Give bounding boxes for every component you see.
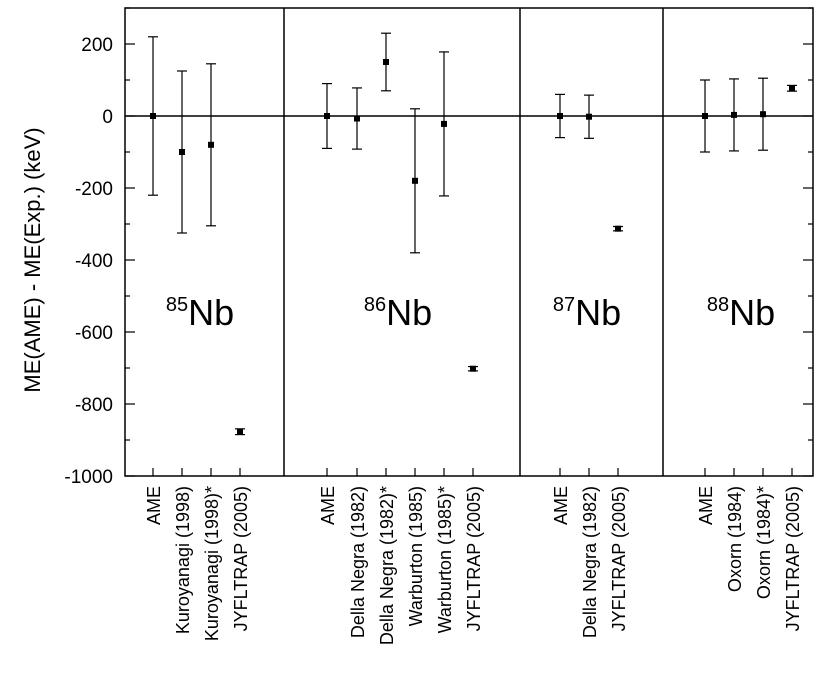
data-point	[179, 149, 185, 155]
data-point	[208, 141, 214, 148]
data-point	[237, 428, 243, 435]
category-label: Della Negra (1982)*	[377, 486, 397, 645]
category-label: AME	[144, 486, 164, 525]
panel-nuclide-label: 85Nb	[166, 292, 234, 333]
panel-86nb: 86Nb AME Della Negra (1982) Della Negra (19…	[318, 32, 484, 645]
nuclide-mass-number: 86	[364, 294, 386, 316]
category-label: Oxorn (1984)	[725, 486, 745, 592]
category-label: JYFLTRAP (2005)	[464, 486, 484, 631]
category-label: JYFLTRAP (2005)	[231, 486, 251, 631]
y-axis-label: ME(AME) - ME(Exp.) (keV)	[20, 127, 45, 392]
panel-88nb: 88Nb AME Oxorn (1984) Oxorn (1984)* JYFLTRAP…	[696, 77, 803, 631]
category-label: AME	[696, 486, 716, 525]
data-point	[150, 113, 156, 119]
category-label: AME	[551, 486, 571, 525]
category-label: JYFLTRAP (2005)	[609, 486, 629, 631]
data-point	[441, 120, 447, 127]
nuclide-symbol: Nb	[575, 292, 621, 333]
nuclide-mass-number: 88	[707, 294, 729, 316]
nuclide-mass-number: 85	[166, 294, 188, 316]
data-point	[702, 113, 708, 119]
data-point	[324, 113, 330, 119]
category-label: AME	[318, 486, 338, 525]
y-tick-label: -800	[75, 395, 113, 416]
y-axis: -1000 -800 -600 -400 -200 0 200	[64, 7, 813, 488]
y-tick-label: -200	[75, 179, 113, 200]
y-tick-label: -600	[75, 323, 113, 344]
category-label: Warburton (1985)	[406, 486, 426, 626]
category-label: JYFLTRAP (2005)	[783, 486, 803, 631]
nuclide-symbol: Nb	[729, 292, 775, 333]
panel-nuclide-label: 86Nb	[364, 292, 432, 333]
panel-nuclide-label: 87Nb	[553, 292, 621, 333]
data-point	[354, 115, 360, 122]
panel-87nb: 87Nb AME Della Negra (1982) JYFLTRAP (2005)	[551, 93, 629, 638]
nuclide-mass-number: 87	[553, 294, 575, 316]
category-label: Kuroyanagi (1998)	[173, 486, 193, 634]
data-point	[412, 177, 418, 184]
category-label: Kuroyanagi (1998)*	[202, 486, 222, 641]
nuclide-symbol: Nb	[188, 292, 234, 333]
y-tick-label: -400	[75, 251, 113, 272]
category-label: Warburton (1985)*	[435, 486, 455, 633]
data-point	[615, 225, 621, 232]
data-point	[789, 85, 795, 92]
plot-border	[124, 7, 814, 477]
data-point	[383, 59, 389, 65]
data-point	[586, 113, 592, 120]
category-label: Della Negra (1982)	[348, 486, 368, 638]
data-point	[731, 111, 737, 118]
plot-frame	[124, 7, 814, 477]
data-point	[470, 365, 476, 372]
panel-85nb: 85Nb AME Kuroyanagi (1998) Kuroyanagi (1998…	[144, 36, 251, 641]
y-tick-label: 0	[102, 107, 113, 128]
nuclide-symbol: Nb	[386, 292, 432, 333]
data-point	[557, 113, 563, 119]
y-tick-label: -1000	[64, 467, 113, 488]
panel-nuclide-label: 88Nb	[707, 292, 775, 333]
data-point	[760, 111, 766, 118]
category-label: Della Negra (1982)	[580, 486, 600, 638]
y-tick-label: 200	[81, 35, 113, 56]
category-label: Oxorn (1984)*	[754, 486, 774, 599]
